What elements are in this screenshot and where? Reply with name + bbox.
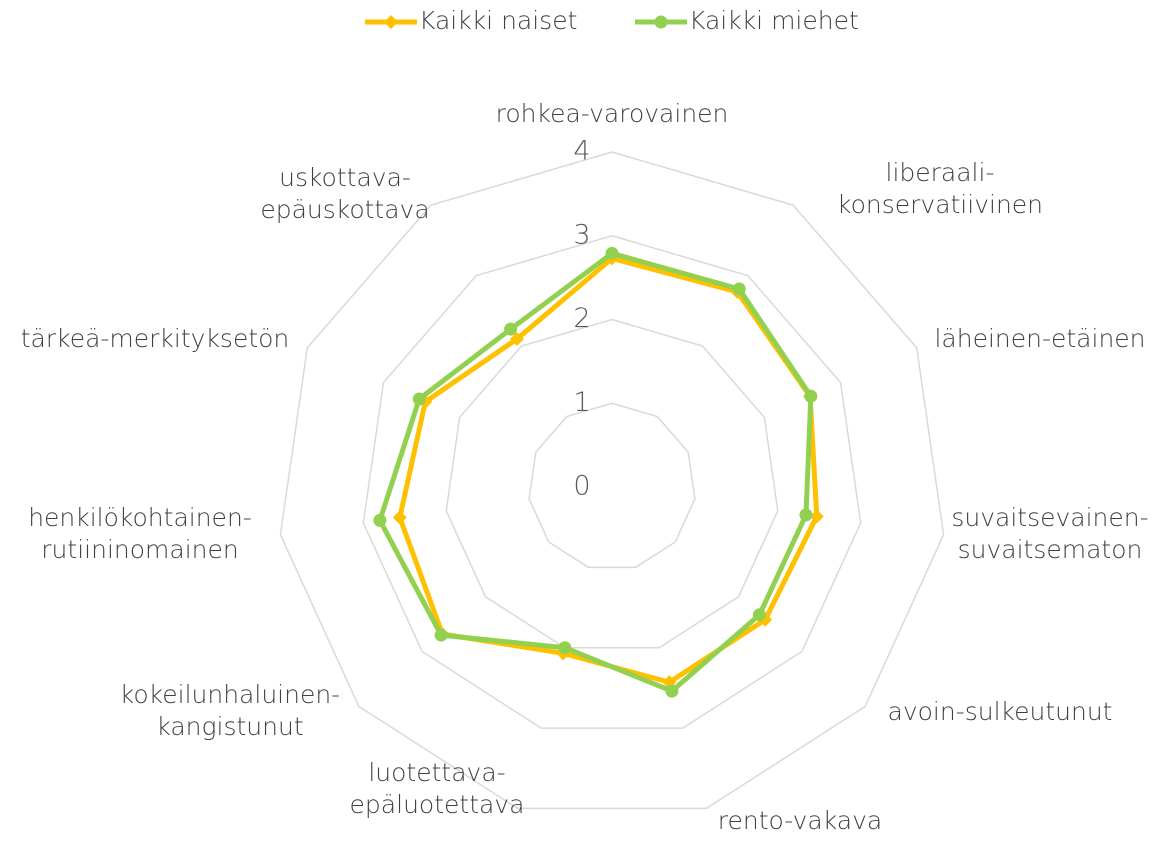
series-line bbox=[377, 250, 814, 694]
marker bbox=[732, 282, 746, 296]
grid-line bbox=[445, 318, 779, 649]
legend-marker bbox=[654, 15, 668, 29]
grid-line bbox=[362, 234, 862, 729]
axis-label: uskottava-epäuskottava bbox=[260, 163, 429, 224]
axis-label: kokeilunhaluinen-kangistunut bbox=[120, 680, 340, 741]
grid-line bbox=[279, 151, 945, 810]
marker bbox=[509, 332, 524, 347]
marker bbox=[504, 322, 518, 336]
marker bbox=[799, 508, 813, 522]
axis-label: suvaitsevainen-suvaitsematon bbox=[951, 503, 1148, 564]
tick-label: 2 bbox=[573, 303, 590, 334]
grid-line bbox=[528, 402, 696, 569]
marker bbox=[373, 513, 387, 527]
axis-label: läheinen-etäinen bbox=[934, 324, 1145, 353]
legend-label: Kaikki naiset bbox=[419, 6, 577, 35]
marker bbox=[392, 510, 407, 525]
axis-label: avoin-sulkeutunut bbox=[888, 697, 1113, 726]
tick-label: 4 bbox=[573, 136, 590, 167]
marker bbox=[665, 684, 679, 698]
tick-label: 1 bbox=[573, 387, 590, 418]
marker bbox=[752, 608, 766, 622]
marker bbox=[804, 389, 818, 403]
legend-label: Kaikki miehet bbox=[689, 6, 859, 35]
axis-label: liberaali-konservatiivinen bbox=[837, 158, 1043, 219]
legend-marker bbox=[384, 15, 398, 29]
marker bbox=[412, 392, 426, 406]
tick-label: 0 bbox=[573, 471, 590, 502]
axis-label: luotettava-epäluotettava bbox=[350, 758, 525, 819]
marker bbox=[605, 246, 619, 260]
axis-label: tärkeä-merkityksetön bbox=[21, 324, 290, 353]
axis-label: henkilökohtainen-rutiininomainen bbox=[28, 503, 252, 564]
marker bbox=[809, 509, 824, 524]
marker bbox=[434, 628, 448, 642]
tick-label: 3 bbox=[573, 219, 590, 250]
axis-label: rohkea-varovainen bbox=[496, 99, 729, 128]
marker bbox=[558, 641, 572, 655]
axis-label: rento-vakava bbox=[718, 806, 882, 835]
